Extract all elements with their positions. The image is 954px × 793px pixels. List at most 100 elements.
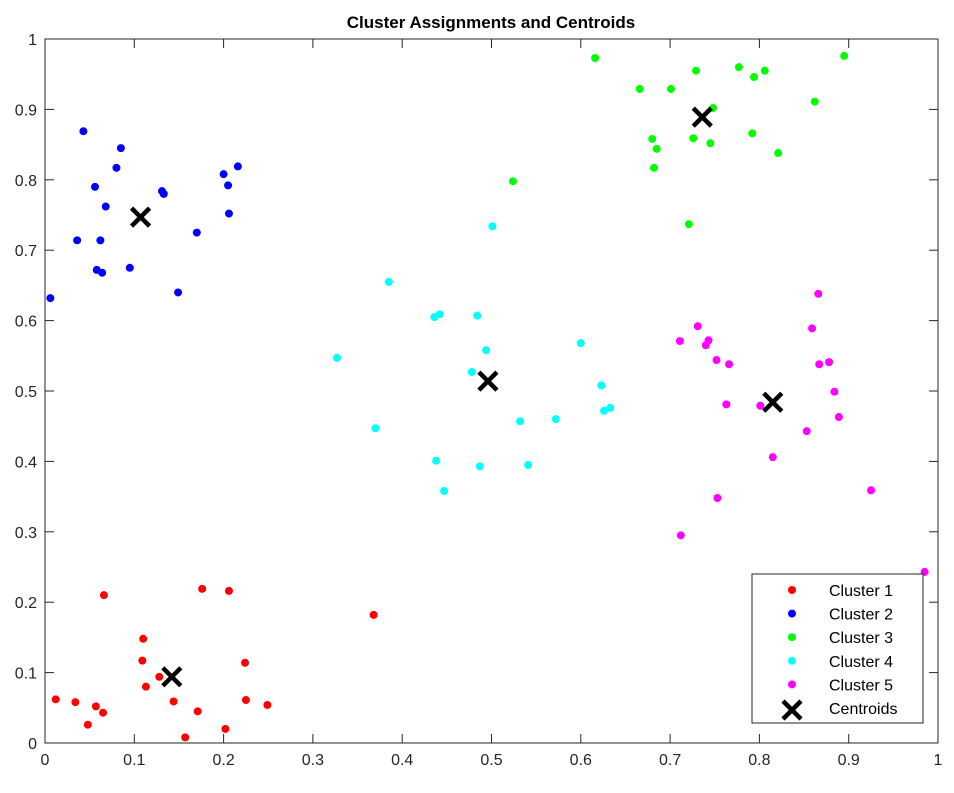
data-point — [488, 222, 497, 231]
data-point — [825, 358, 834, 367]
legend-dot-icon — [788, 633, 796, 642]
data-point — [99, 591, 108, 600]
data-point — [263, 700, 272, 709]
legend-dot-icon — [788, 680, 796, 689]
legend: Cluster 1 Cluster 2 Cluster 3 Cluster 4 Clus… — [751, 573, 924, 724]
legend-item: Cluster 4 — [788, 654, 893, 671]
data-point — [551, 415, 560, 424]
legend-item: Cluster 2 — [788, 607, 893, 624]
x-tick-label: 0.3 — [302, 752, 324, 769]
data-point — [508, 177, 517, 186]
data-point — [51, 695, 60, 704]
data-point — [83, 720, 92, 729]
legend-label: Cluster 4 — [829, 654, 893, 671]
series-cluster-1 — [51, 584, 378, 742]
data-point — [112, 163, 121, 172]
chart-title: Cluster Assignments and Centroids — [347, 13, 635, 32]
data-point — [432, 456, 441, 465]
data-point — [524, 460, 533, 469]
data-point — [91, 702, 100, 711]
data-point — [224, 209, 233, 218]
data-point — [706, 139, 715, 148]
data-point — [756, 401, 765, 410]
data-point — [96, 236, 105, 245]
legend-item: Centroids — [781, 699, 897, 721]
x-tick-label: 0.8 — [748, 752, 770, 769]
data-point — [467, 367, 476, 376]
data-point — [79, 127, 88, 136]
data-point — [98, 268, 107, 277]
y-tick-label: 1 — [28, 32, 37, 49]
data-point — [169, 697, 178, 706]
data-point — [516, 417, 525, 426]
data-point — [808, 324, 817, 333]
legend-item: Cluster 3 — [788, 630, 893, 647]
data-point — [650, 163, 659, 172]
data-point — [576, 339, 585, 348]
data-point — [597, 381, 606, 390]
y-tick-label: 0 — [28, 736, 37, 753]
data-point — [440, 486, 449, 495]
data-point — [635, 84, 644, 93]
data-point — [138, 656, 147, 665]
legend-item: Cluster 1 — [788, 583, 893, 600]
data-point — [101, 202, 110, 211]
legend-label: Cluster 1 — [829, 583, 893, 600]
legend-label: Cluster 5 — [829, 677, 893, 694]
y-tick-label: 0.8 — [15, 173, 37, 190]
data-point — [192, 228, 201, 237]
x-tick-label: 0.1 — [123, 752, 145, 769]
data-point — [725, 360, 734, 369]
centroid-marker — [691, 106, 713, 128]
data-points — [46, 51, 929, 742]
data-point — [141, 682, 150, 691]
data-point — [482, 346, 491, 355]
data-point — [473, 311, 482, 320]
legend-dot-icon — [788, 656, 796, 665]
data-point — [834, 413, 843, 422]
data-point — [684, 220, 693, 229]
data-point — [91, 182, 100, 191]
data-point — [600, 406, 609, 415]
legend-item: Cluster 5 — [788, 677, 893, 694]
data-point — [181, 733, 190, 742]
data-point — [867, 486, 876, 495]
y-tick-label: 0.2 — [15, 595, 37, 612]
data-point — [830, 387, 839, 396]
data-point — [774, 149, 783, 158]
data-point — [224, 586, 233, 595]
data-point — [760, 66, 769, 75]
x-tick-label: 0.6 — [570, 752, 592, 769]
data-point — [159, 189, 168, 198]
data-point — [591, 54, 600, 63]
data-point — [713, 494, 722, 503]
centroid-marker — [762, 391, 784, 413]
x-tick-label: 0.4 — [391, 752, 413, 769]
y-tick-label: 0.4 — [15, 454, 37, 471]
data-point — [224, 181, 233, 190]
series-cluster-3 — [508, 51, 849, 229]
data-point — [676, 531, 685, 540]
data-point — [116, 144, 125, 153]
centroid-marker — [161, 666, 183, 688]
data-point — [125, 263, 134, 272]
data-point — [46, 294, 55, 303]
data-point — [198, 584, 207, 593]
data-point — [691, 66, 700, 75]
centroid-marker — [477, 370, 499, 392]
y-tick-label: 0.5 — [15, 384, 37, 401]
centroid-marker — [129, 206, 152, 228]
y-tick-label: 0.6 — [15, 314, 37, 331]
data-point — [802, 427, 811, 436]
data-point — [810, 97, 819, 106]
data-point — [241, 658, 250, 667]
y-tick-label: 0.1 — [15, 666, 37, 683]
legend-label: Cluster 2 — [829, 607, 893, 624]
legend-dot-icon — [788, 609, 796, 618]
data-point — [750, 73, 759, 82]
legend-box — [751, 573, 924, 724]
data-point — [99, 708, 108, 717]
data-point — [693, 322, 702, 331]
data-point — [371, 424, 380, 433]
